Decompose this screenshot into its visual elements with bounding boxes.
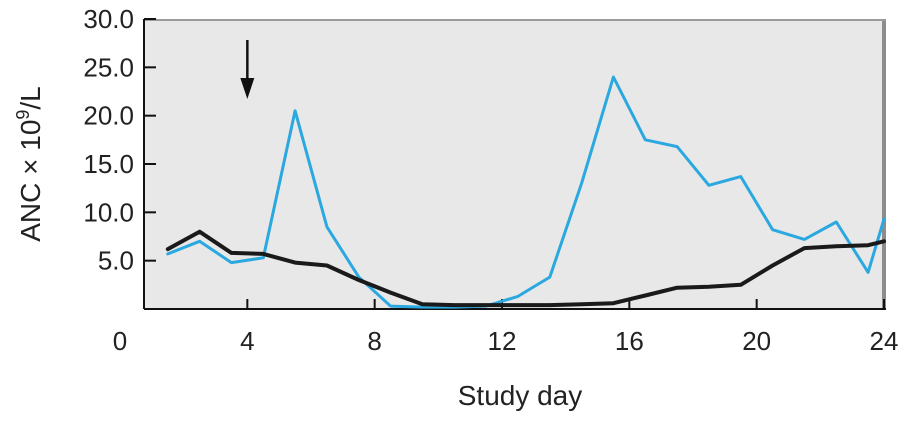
y-tick-label: 10.0 xyxy=(83,197,134,227)
y-axis-title-suffix: /L xyxy=(15,86,46,109)
y-axis-title-prefix: ANC × 10 xyxy=(15,120,46,242)
y-tick-label: 5.0 xyxy=(98,246,134,276)
x-axis-title: Study day xyxy=(458,380,583,411)
y-tick-label: 15.0 xyxy=(83,149,134,179)
x-tick-label: 20 xyxy=(742,326,771,356)
plot-area xyxy=(144,19,886,309)
x-tick-label: 0 xyxy=(113,326,127,356)
y-tick-label: 20.0 xyxy=(83,101,134,131)
y-axis-title-exponent: 9 xyxy=(13,110,33,120)
series-line-1 xyxy=(166,75,886,309)
arrow-head xyxy=(240,78,255,99)
annotation-layer xyxy=(240,40,255,99)
x-tick-label: 16 xyxy=(615,326,644,356)
x-tick-label: 24 xyxy=(870,326,899,356)
y-axis-ticks: 5.0 10.0 15.0 20.0 25.0 30.0 xyxy=(83,4,156,276)
y-tick-label: 30.0 xyxy=(83,4,134,34)
y-tick-label: 25.0 xyxy=(83,52,134,82)
x-tick-label: 4 xyxy=(240,326,254,356)
series-line-2 xyxy=(165,229,886,308)
x-tick-label: 8 xyxy=(367,326,381,356)
y-axis-title: ANC × 109/L xyxy=(13,86,46,242)
x-tick-label: 12 xyxy=(488,326,517,356)
series-layer xyxy=(165,75,886,309)
